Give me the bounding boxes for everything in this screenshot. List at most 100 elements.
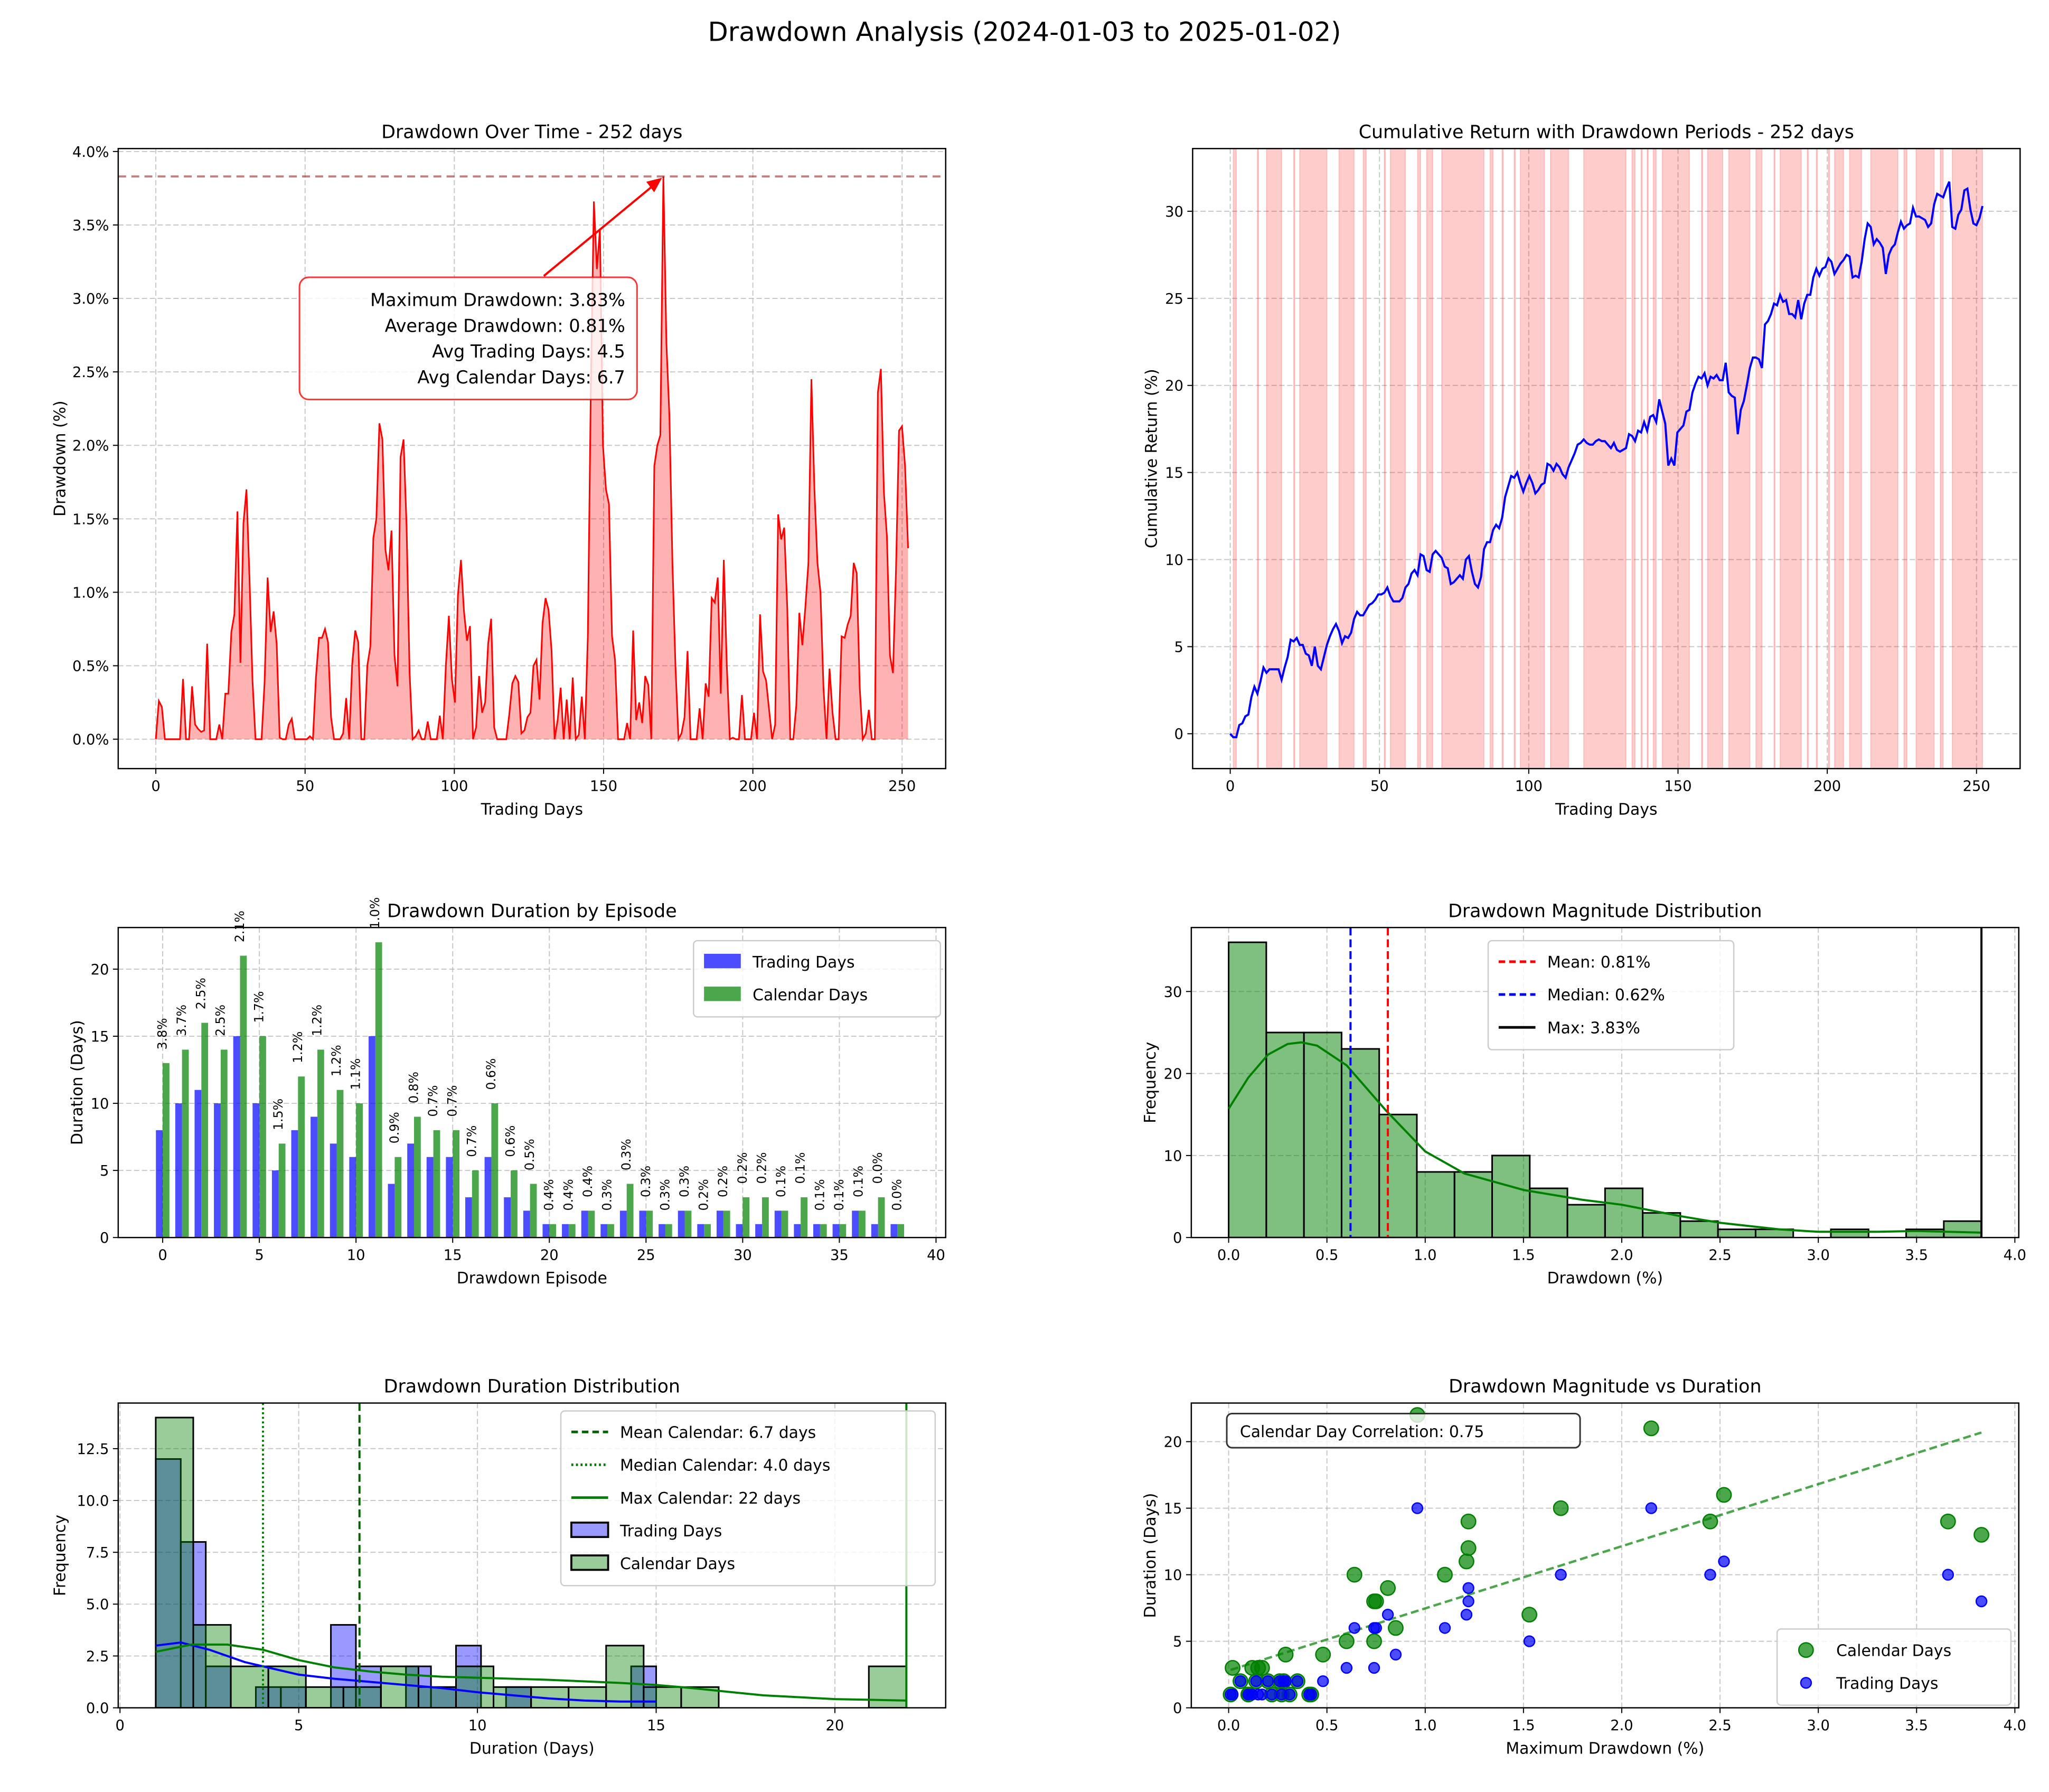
scatter-point-trading-days (1462, 1595, 1474, 1608)
bar-trading-days (542, 1224, 550, 1238)
histogram-bar (1943, 1220, 1982, 1238)
drawdown-period-span (1514, 148, 1516, 769)
y-tick-label: 7.5 (86, 1545, 109, 1561)
bar-calendar-days (220, 1049, 228, 1238)
bar-value-label: 0.1% (774, 1166, 788, 1197)
bar-value-label: 0.9% (387, 1112, 402, 1143)
legend-label: Calendar Days (1836, 1641, 1951, 1660)
scatter-point-trading-days (1303, 1688, 1315, 1701)
scatter-point-trading-days (1340, 1662, 1353, 1674)
bar-trading-days (465, 1197, 472, 1238)
drawdown-period-span (1951, 148, 1984, 769)
bar-calendar-days (742, 1197, 750, 1238)
bar-calendar-days (394, 1157, 402, 1238)
y-tick-label: 0 (1174, 726, 1183, 743)
legend-label: Median: 0.62% (1547, 986, 1665, 1005)
histogram-bar-calendar-days (868, 1665, 907, 1708)
plot-area (1229, 148, 1984, 769)
bar-value-label: 0.1% (851, 1166, 866, 1197)
drawdown-period-span (1647, 148, 1649, 769)
histogram-bar-calendar-days (643, 1686, 682, 1708)
y-tick-label: 15 (1164, 1501, 1182, 1517)
scatter-point-trading-days (1348, 1622, 1360, 1634)
x-tick-label: 0.5 (1315, 1718, 1339, 1734)
legend-patch-swatch (704, 953, 741, 969)
scatter-point-trading-days (1274, 1675, 1286, 1687)
scatter-point-trading-days (1645, 1502, 1657, 1514)
drawdown-period-span (1701, 148, 1704, 769)
x-tick-label: 1.5 (1512, 1247, 1535, 1263)
bar-value-label: 0.3% (638, 1166, 653, 1197)
bar-value-label: 1.2% (309, 1005, 324, 1036)
chart-title: Drawdown Duration by Episode (387, 900, 677, 922)
x-axis-label: Drawdown Episode (457, 1269, 607, 1288)
scatter-point-calendar-days (1277, 1646, 1294, 1663)
bar-trading-days (484, 1157, 492, 1238)
scatter-point-trading-days (1523, 1635, 1536, 1647)
bar-trading-days (504, 1197, 511, 1238)
drawdown-period-span (1338, 148, 1355, 769)
x-tick-label: 0 (116, 1718, 125, 1734)
bar-calendar-days (781, 1211, 788, 1238)
x-tick-label: 20 (826, 1718, 844, 1734)
legend-frame (560, 1410, 936, 1587)
drawdown-period-span (1828, 148, 1830, 769)
scatter-point-calendar-days (1380, 1580, 1396, 1596)
x-tick-label: 200 (739, 778, 767, 795)
histogram-bar (1416, 1171, 1455, 1238)
chart-title: Drawdown Magnitude Distribution (1448, 900, 1762, 922)
legend-label: Mean Calendar: 6.7 days (620, 1423, 816, 1442)
bar-value-label: 0.1% (793, 1152, 808, 1184)
scatter-point-calendar-days (1553, 1500, 1569, 1516)
x-tick-label: 1.0 (1414, 1718, 1437, 1734)
legend-label: Mean: 0.81% (1547, 953, 1651, 972)
y-tick-label: 25 (1165, 291, 1183, 307)
axes-frame (1192, 148, 2021, 770)
x-tick-label: 0.0 (1217, 1247, 1240, 1263)
bar-calendar-days (626, 1184, 634, 1238)
bar-calendar-days (762, 1197, 769, 1238)
annotation-line: Avg Calendar Days: 6.7 (417, 367, 625, 388)
bar-calendar-days (839, 1224, 847, 1238)
bar-value-label: 0.3% (600, 1179, 615, 1211)
legend-label: Median Calendar: 4.0 days (620, 1457, 830, 1475)
bar-value-label: 1.0% (368, 897, 382, 929)
drawdown-period-span (1728, 148, 1751, 769)
legend-marker-swatch (1798, 1642, 1814, 1658)
legend-patch-swatch (570, 1554, 609, 1571)
bar-value-label: 1.2% (329, 1045, 344, 1076)
x-tick-label: 20 (540, 1247, 559, 1263)
scatter-point-calendar-days (1460, 1540, 1477, 1556)
bar-calendar-days (801, 1197, 808, 1238)
bar-calendar-days (704, 1224, 711, 1238)
legend-marker-swatch (1800, 1677, 1812, 1689)
bar-calendar-days (859, 1211, 866, 1238)
annotation-line: Avg Trading Days: 4.5 (432, 341, 625, 362)
scatter-point-trading-days (1975, 1595, 1988, 1608)
bar-trading-days (407, 1143, 414, 1238)
bar-calendar-days (568, 1224, 576, 1238)
histogram-bar (1717, 1228, 1756, 1238)
legend-item: Trading Days (1800, 1675, 1938, 1693)
drawdown-period-span (1652, 148, 1657, 769)
scatter-point-calendar-days (1460, 1513, 1477, 1530)
axes-frame (117, 148, 947, 770)
y-tick-label: 15 (91, 1029, 109, 1045)
histogram-bar (1566, 1204, 1606, 1238)
y-tick-label: 15 (1165, 465, 1183, 482)
chart-title: Drawdown Duration Distribution (384, 1376, 680, 1397)
bar-trading-days (446, 1157, 453, 1238)
x-tick-label: 3.0 (1807, 1247, 1830, 1263)
y-axis-label: Frequency (51, 1515, 69, 1596)
bar-value-label: 0.3% (657, 1179, 672, 1211)
bar-calendar-days (375, 942, 382, 1238)
bar-value-label: 1.2% (290, 1031, 305, 1063)
histogram-bar (1679, 1220, 1719, 1238)
y-axis-label: Cumulative Return (%) (1143, 369, 1161, 548)
scatter-point-trading-days (1942, 1569, 1954, 1581)
y-axis-label: Drawdown (%) (51, 401, 69, 517)
legend-item: Trading Days (704, 953, 855, 972)
bar-value-label: 0.7% (464, 1125, 479, 1157)
bar-trading-days (271, 1170, 279, 1238)
bar-value-label: 2.1% (232, 911, 247, 942)
